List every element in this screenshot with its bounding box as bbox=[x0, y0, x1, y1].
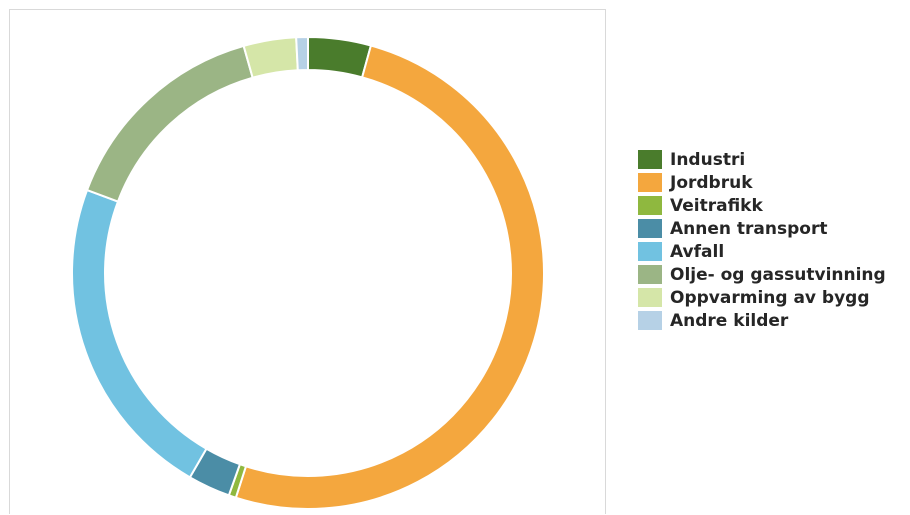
donut-slice-avfall bbox=[71, 188, 208, 479]
legend-item: Oppvarming av bygg bbox=[638, 286, 910, 309]
legend-swatch bbox=[638, 150, 662, 169]
legend-swatch bbox=[638, 311, 662, 330]
legend-item: Annen transport bbox=[638, 217, 910, 240]
donut-slice-jordbruk bbox=[234, 44, 545, 510]
legend-swatch bbox=[638, 196, 662, 215]
legend-label: Industri bbox=[670, 149, 746, 170]
legend-label: Jordbruk bbox=[670, 172, 753, 193]
legend-label: Veitrafikk bbox=[670, 195, 763, 216]
legend-swatch bbox=[638, 219, 662, 238]
donut-slice-industri bbox=[307, 35, 373, 79]
legend-swatch bbox=[638, 288, 662, 307]
donut-chart bbox=[71, 35, 545, 510]
chart-panel bbox=[9, 9, 606, 514]
donut-slice-andre-kilder bbox=[295, 35, 309, 72]
legend-item: Industri bbox=[638, 148, 910, 171]
legend-swatch bbox=[638, 265, 662, 284]
legend-item: Avfall bbox=[638, 240, 910, 263]
legend-label: Andre kilder bbox=[670, 310, 789, 331]
legend-label: Olje- og gassutvinning bbox=[670, 264, 886, 285]
legend: Industri Jordbruk Veitrafikk Annen transpor… bbox=[638, 148, 910, 332]
legend-swatch bbox=[638, 242, 662, 261]
legend-item: Andre kilder bbox=[638, 309, 910, 332]
donut-slice-olje-og-gassutvinning bbox=[85, 44, 254, 203]
legend-label: Oppvarming av bygg bbox=[670, 287, 870, 308]
legend-item: Jordbruk bbox=[638, 171, 910, 194]
legend-swatch bbox=[638, 173, 662, 192]
legend-item: Olje- og gassutvinning bbox=[638, 263, 910, 286]
donut-slice-oppvarming-av-bygg bbox=[242, 36, 299, 79]
legend-label: Avfall bbox=[670, 241, 725, 262]
legend-item: Veitrafikk bbox=[638, 194, 910, 217]
legend-label: Annen transport bbox=[670, 218, 828, 239]
